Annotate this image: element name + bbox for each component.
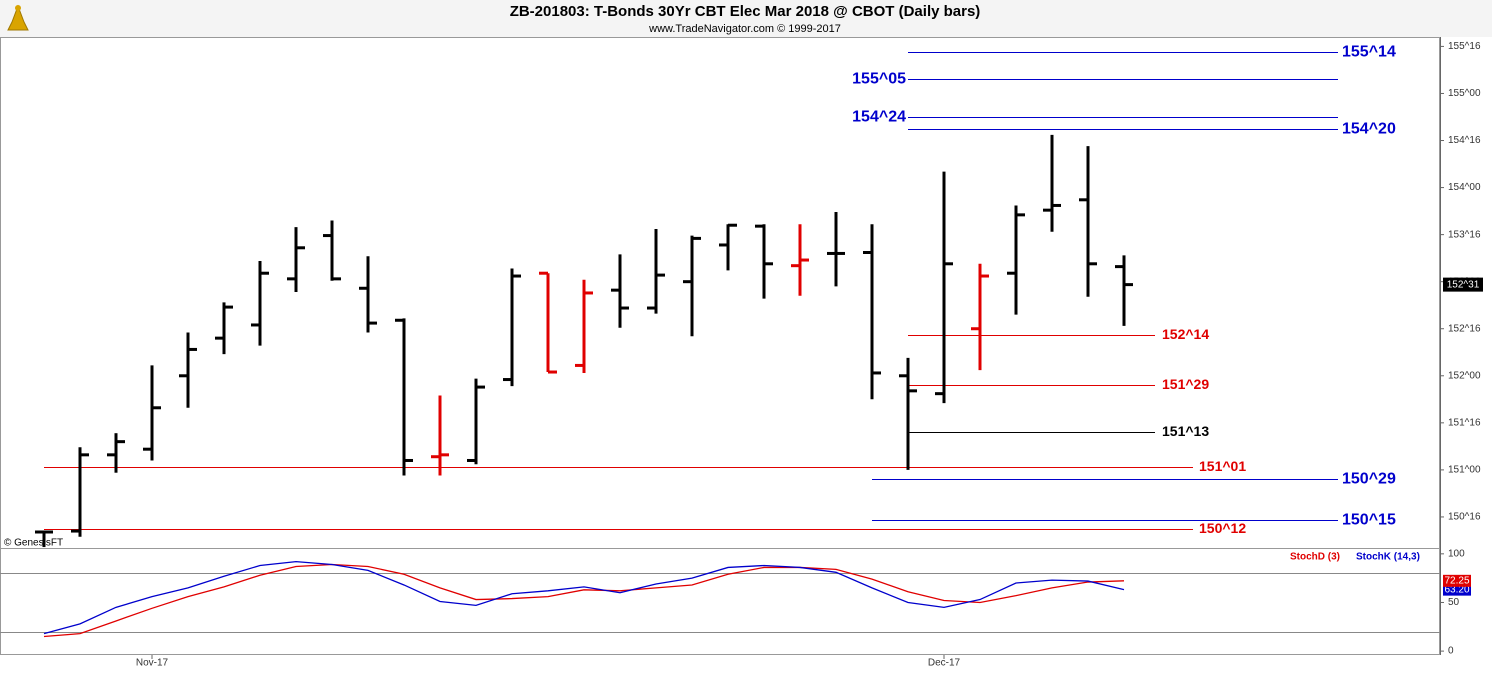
level-label: 152^14 <box>1162 326 1209 342</box>
level-label: 151^01 <box>1199 458 1246 474</box>
y-tick-label: 155^16 <box>1448 41 1481 52</box>
level-label: 155^05 <box>852 71 906 88</box>
stoch-line <box>43 560 1125 635</box>
logo <box>7 4 29 31</box>
last-price-box <box>1443 277 1483 292</box>
chart-subtitle: www.TradeNavigator.com © 1999-2017 <box>648 23 841 35</box>
y-tick-label: 100 <box>1448 548 1465 559</box>
y-tick-label: 151^16 <box>1448 417 1481 428</box>
x-tick-label: Dec-17 <box>928 658 961 669</box>
y-tick-label: 154^16 <box>1448 135 1481 146</box>
level-label: 155^14 <box>1342 44 1396 61</box>
level-label: 151^13 <box>1162 423 1209 439</box>
y-tick-label: 155^00 <box>1448 88 1481 99</box>
level-label: 150^15 <box>1342 512 1396 529</box>
chart-title: ZB-201803: T-Bonds 30Yr CBT Elec Mar 201… <box>510 3 981 20</box>
y-tick-label: 152^16 <box>1448 323 1481 334</box>
y-tick-label: 152^00 <box>1448 370 1481 381</box>
legend-entry: StochD (3) <box>1290 552 1340 563</box>
header-band <box>0 0 1492 37</box>
last-price-label: 152^31 <box>1447 279 1480 290</box>
watermark: © GenesisFT <box>4 538 63 549</box>
y-tick-label: 150^16 <box>1448 512 1481 523</box>
level-label: 154^24 <box>852 109 906 126</box>
level-label: 150^12 <box>1199 520 1246 536</box>
level-label: 151^29 <box>1162 376 1209 392</box>
y-tick-label: 0 <box>1448 646 1454 657</box>
stoch-line <box>43 563 1125 638</box>
y-tick-label: 154^00 <box>1448 182 1481 193</box>
y-tick-label: 50 <box>1448 597 1460 608</box>
x-tick-label: Nov-17 <box>136 658 169 669</box>
level-label: 150^29 <box>1342 471 1396 488</box>
plot-frame <box>0 37 1440 655</box>
last-value-label: 72.25 <box>1444 575 1469 586</box>
last-value-box <box>1443 574 1471 587</box>
y-tick-label: 151^00 <box>1448 465 1481 476</box>
y-tick-label: 153^16 <box>1448 229 1481 240</box>
level-label: 154^20 <box>1342 121 1396 138</box>
last-value-label: 63.20 <box>1444 584 1469 595</box>
legend-entry: StochK (14,3) <box>1356 552 1420 563</box>
